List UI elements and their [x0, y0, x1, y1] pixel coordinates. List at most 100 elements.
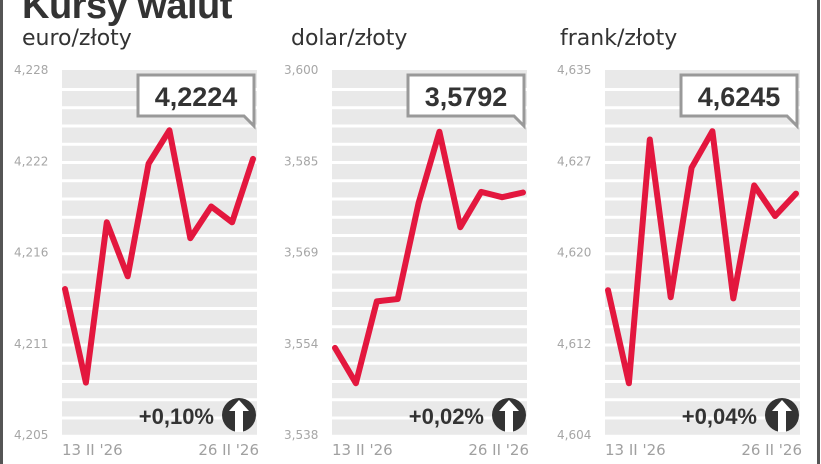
chart-1: 3,600 3,585 3,569 3,554 3,538 13 II '26 26 II … — [284, 63, 529, 459]
gridline — [332, 434, 527, 438]
gridline — [62, 398, 257, 402]
y-tick-label: 4,620 — [557, 246, 591, 260]
x-tick-label: 26 II '26 — [468, 441, 529, 459]
chart-0: 4,228 4,222 4,216 4,211 4,205 13 II '26 26 II … — [14, 63, 259, 459]
gridline — [605, 234, 800, 237]
gridline — [332, 307, 527, 310]
gridline — [605, 325, 800, 329]
chart-title-franc: frank/złoty — [560, 26, 678, 51]
arrow-up-circle-icon — [765, 398, 799, 432]
chart-title-euro: euro/złoty — [22, 26, 132, 51]
change-label: +0,10% — [139, 404, 214, 429]
gridline — [332, 343, 527, 347]
chart-title-dollar: dolar/złoty — [291, 26, 408, 51]
gridline — [605, 343, 800, 347]
series-line — [605, 128, 799, 387]
icon-arrow — [772, 400, 792, 432]
gridline — [62, 325, 257, 329]
gridline — [605, 197, 800, 201]
page-title: Kursy walut — [22, 0, 232, 27]
y-tick-label: 3,538 — [284, 428, 318, 442]
right-border — [817, 0, 820, 464]
arrow-up-circle-icon — [222, 398, 256, 432]
y-tick-label: 3,600 — [284, 63, 318, 77]
icon-arrow — [499, 400, 519, 432]
gridline — [332, 325, 527, 329]
gridline — [62, 434, 257, 438]
x-tick-label: 13 II '26 — [62, 441, 123, 459]
gridline — [332, 398, 527, 402]
gridline — [605, 307, 800, 310]
left-border — [0, 0, 3, 464]
y-tick-label: 4,222 — [14, 154, 48, 168]
y-tick-label: 4,635 — [557, 63, 591, 77]
gridline — [62, 380, 257, 383]
y-tick-label: 4,211 — [14, 337, 48, 351]
gridline — [332, 416, 527, 420]
gridline — [62, 361, 257, 365]
gridline — [62, 179, 257, 183]
gridline — [332, 215, 527, 219]
gridline — [605, 288, 800, 292]
gridline — [605, 161, 800, 164]
last-value-callout — [679, 73, 799, 130]
gridline — [62, 197, 257, 201]
gridline — [62, 270, 257, 274]
gridline — [605, 179, 800, 183]
arrow-up-circle-icon — [492, 398, 526, 432]
gridline — [605, 380, 800, 383]
y-tick-label: 3,569 — [284, 246, 318, 260]
y-tick-label: 4,627 — [557, 154, 591, 168]
y-tick-label: 3,585 — [284, 154, 318, 168]
last-value-label: 3,5792 — [425, 82, 508, 112]
gridline — [62, 161, 257, 164]
y-tick-label: 3,554 — [284, 337, 318, 351]
gridline — [332, 124, 527, 128]
gridline — [605, 361, 800, 365]
gridline — [62, 288, 257, 292]
change-label: +0,04% — [682, 404, 757, 429]
gridline — [62, 307, 257, 310]
x-tick-label: 13 II '26 — [332, 441, 393, 459]
gridline — [62, 416, 257, 420]
gridline — [605, 416, 800, 420]
x-tick-label: 26 II '26 — [198, 441, 259, 459]
gridline — [605, 215, 800, 219]
gridline — [332, 234, 527, 237]
gridline — [332, 270, 527, 274]
gridline — [605, 434, 800, 438]
x-tick-label: 26 II '26 — [741, 441, 802, 459]
change-label: +0,02% — [409, 404, 484, 429]
series-line — [332, 128, 526, 387]
gridline — [332, 179, 527, 183]
gridline — [62, 124, 257, 128]
gridline — [332, 380, 527, 383]
y-tick-label: 4,228 — [14, 63, 48, 77]
gridline — [62, 215, 257, 219]
gridline — [605, 270, 800, 274]
last-value-callout — [136, 73, 256, 130]
y-tick-label: 4,205 — [14, 428, 48, 442]
gridline — [332, 142, 527, 146]
gridline — [605, 124, 800, 128]
last-value-label: 4,2224 — [155, 82, 238, 112]
last-value-label: 4,6245 — [698, 82, 781, 112]
gridline — [332, 252, 527, 256]
last-value-callout — [406, 73, 526, 130]
y-tick-label: 4,604 — [557, 428, 591, 442]
gridline — [332, 197, 527, 201]
gridline — [62, 234, 257, 237]
y-tick-label: 4,216 — [14, 246, 48, 260]
icon-arrow — [229, 400, 249, 432]
chart-2: 4,635 4,627 4,620 4,612 4,604 13 II '26 26 II … — [557, 63, 802, 459]
gridline — [332, 361, 527, 365]
series-line — [62, 127, 256, 386]
gridline — [62, 252, 257, 256]
gridline — [605, 252, 800, 256]
gridline — [332, 288, 527, 292]
gridline — [605, 398, 800, 402]
gridline — [62, 343, 257, 347]
x-tick-label: 13 II '26 — [605, 441, 666, 459]
